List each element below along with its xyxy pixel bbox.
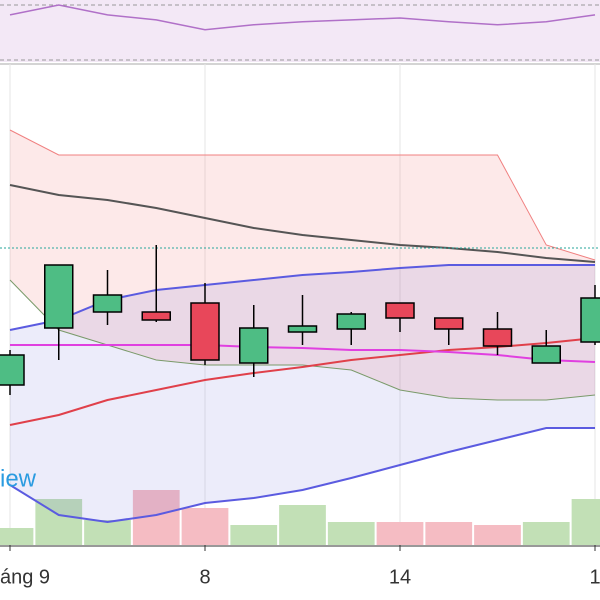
candle-body [0, 354, 25, 386]
oscillator-pane [0, 0, 600, 62]
candle-body [287, 325, 318, 333]
candle-body [92, 294, 123, 313]
x-tick-label: 14 [389, 566, 411, 588]
watermark: iew [0, 465, 37, 492]
cloud-line [9, 129, 596, 261]
volume-bar [571, 499, 600, 545]
candle-body [482, 328, 513, 347]
volume-bar [279, 505, 326, 545]
x-tick-label: 1 [589, 566, 600, 588]
volume-bar [376, 522, 424, 545]
volume-bar [474, 525, 521, 545]
x-tick-label: áng 9 [0, 566, 50, 588]
candle-body [239, 327, 269, 364]
volume-bar [327, 522, 375, 545]
volume-bar [84, 520, 131, 545]
band-line [9, 427, 595, 524]
volume-bar [35, 499, 83, 545]
volume-bar [522, 522, 570, 545]
candle-body [336, 313, 366, 330]
candle-body [385, 302, 415, 319]
volume-bar [230, 525, 278, 545]
volume-bar [181, 508, 229, 545]
volume-bar [425, 522, 473, 545]
candle-body [44, 264, 74, 329]
candle-body [141, 311, 171, 321]
candle-body [580, 297, 600, 343]
volume-bar [0, 528, 34, 545]
oscillator-line [9, 4, 596, 31]
x-tick-label: 8 [199, 566, 210, 588]
candle-body [434, 317, 464, 330]
candle-body [531, 345, 561, 364]
ma-line [9, 184, 596, 263]
candle-body [190, 302, 220, 361]
